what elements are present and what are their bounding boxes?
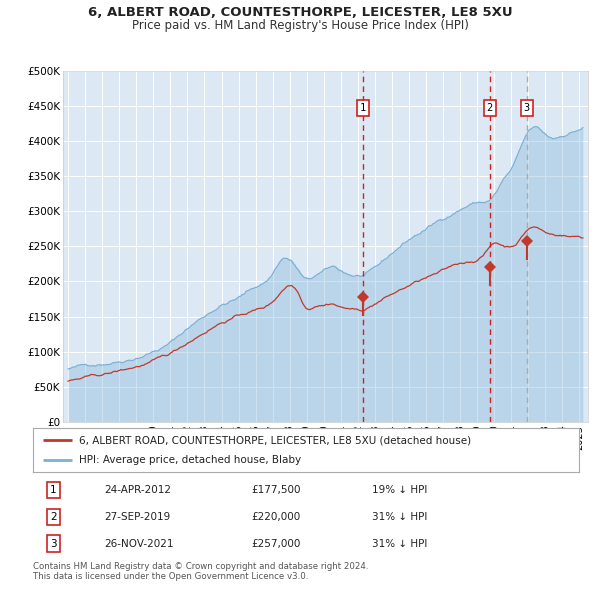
Text: 26-NOV-2021: 26-NOV-2021 — [104, 539, 173, 549]
Text: 3: 3 — [524, 103, 530, 113]
Text: 1: 1 — [360, 103, 366, 113]
Text: £177,500: £177,500 — [251, 485, 301, 495]
Text: £220,000: £220,000 — [251, 512, 301, 522]
Text: 31% ↓ HPI: 31% ↓ HPI — [371, 512, 427, 522]
Text: 6, ALBERT ROAD, COUNTESTHORPE, LEICESTER, LE8 5XU: 6, ALBERT ROAD, COUNTESTHORPE, LEICESTER… — [88, 6, 512, 19]
Text: 31% ↓ HPI: 31% ↓ HPI — [371, 539, 427, 549]
Text: 3: 3 — [50, 539, 56, 549]
Text: 1: 1 — [50, 485, 56, 495]
Text: 24-APR-2012: 24-APR-2012 — [104, 485, 171, 495]
Text: This data is licensed under the Open Government Licence v3.0.: This data is licensed under the Open Gov… — [33, 572, 308, 581]
Text: 27-SEP-2019: 27-SEP-2019 — [104, 512, 170, 522]
Text: Contains HM Land Registry data © Crown copyright and database right 2024.: Contains HM Land Registry data © Crown c… — [33, 562, 368, 571]
Text: Price paid vs. HM Land Registry's House Price Index (HPI): Price paid vs. HM Land Registry's House … — [131, 19, 469, 32]
Text: 19% ↓ HPI: 19% ↓ HPI — [371, 485, 427, 495]
Text: £257,000: £257,000 — [251, 539, 301, 549]
Text: 6, ALBERT ROAD, COUNTESTHORPE, LEICESTER, LE8 5XU (detached house): 6, ALBERT ROAD, COUNTESTHORPE, LEICESTER… — [79, 435, 472, 445]
Text: 2: 2 — [487, 103, 493, 113]
Text: 2: 2 — [50, 512, 56, 522]
Text: HPI: Average price, detached house, Blaby: HPI: Average price, detached house, Blab… — [79, 455, 302, 464]
